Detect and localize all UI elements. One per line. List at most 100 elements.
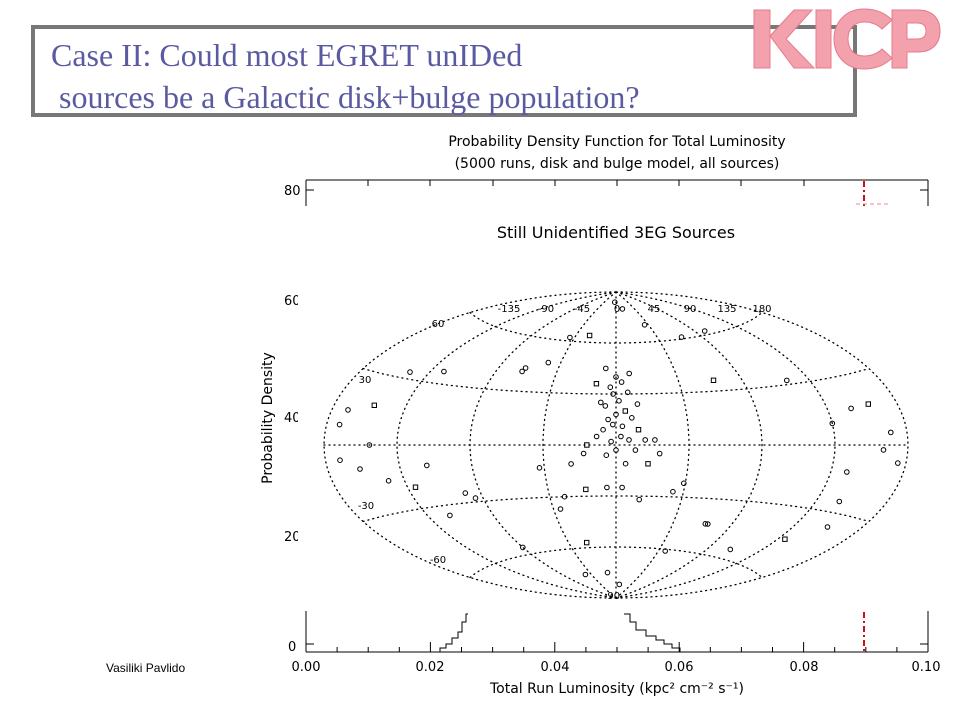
pdf-ytick-60: 60 (284, 294, 301, 309)
pdf-xtick-5: 0.10 (912, 660, 941, 675)
source-marker (888, 429, 894, 436)
pdf-xtick-4: 0.08 (790, 660, 819, 675)
slide-title-line-2: sources be a Galactic disk+bulge populat… (51, 79, 640, 115)
skymap-lon-label: -135 (498, 304, 521, 315)
pdf-xtick-1: 0.02 (416, 660, 445, 675)
skymap-title: Still Unidentified 3EG Sources (497, 223, 735, 242)
source-marker (472, 495, 479, 501)
skymap-meridian (396, 291, 617, 599)
source-marker (618, 433, 624, 440)
pdf-xlabel: Total Run Luminosity (kpc² cm⁻² s⁻¹) (489, 681, 744, 697)
source-marker (568, 461, 574, 467)
source-marker (613, 447, 619, 453)
source-marker (357, 466, 363, 472)
source-marker (522, 365, 529, 371)
source-marker (582, 571, 589, 578)
source-marker (593, 433, 600, 440)
source-marker (545, 359, 552, 366)
pdf-ytick-40: 40 (284, 411, 301, 426)
source-marker (613, 374, 619, 380)
footer-author: Vasiliki Pavlido (106, 661, 186, 675)
source-marker (605, 416, 611, 423)
skymap-meridian (615, 291, 690, 599)
source-marker (641, 322, 648, 328)
source-marker (645, 461, 651, 467)
source-marker (598, 399, 604, 406)
source-marker (636, 496, 643, 503)
skymap-lon-label: 135 (717, 304, 736, 315)
source-marker (608, 438, 614, 445)
pdf-title-line-2: (5000 runs, disk and bulge model, all so… (455, 156, 780, 172)
source-marker (337, 457, 343, 464)
pdf-ylabel: Probability Density (260, 352, 276, 484)
source-marker (634, 401, 641, 407)
source-marker (586, 332, 593, 339)
skymap-meridian (615, 291, 836, 599)
skymap-lon-label: -90 (538, 304, 554, 315)
source-marker (678, 334, 685, 340)
source-marker (371, 402, 378, 409)
source-marker (652, 437, 658, 443)
source-marker (656, 450, 663, 457)
source-marker (604, 569, 611, 576)
pdf-plot-top-frame (305, 179, 929, 206)
source-marker (613, 411, 619, 418)
source-marker (626, 370, 633, 377)
skymap-parallel (469, 546, 763, 579)
skymap-lon-label: 0 (614, 304, 620, 315)
source-marker (407, 369, 413, 375)
source-marker (462, 490, 469, 496)
pdf-title-line-1: Probability Density Function for Total L… (448, 134, 785, 150)
source-marker (629, 415, 635, 421)
source-marker (829, 420, 836, 427)
source-marker (584, 442, 590, 448)
source-marker (345, 407, 351, 413)
source-marker (702, 521, 709, 527)
source-marker (603, 365, 609, 372)
skymap-meridian (542, 291, 617, 599)
source-marker (385, 478, 392, 484)
source-marker (580, 450, 587, 457)
skymap-grid (323, 291, 909, 599)
pdf-histogram (306, 613, 928, 653)
source-marker (619, 423, 626, 430)
skymap-lon-label: 90 (684, 304, 697, 315)
source-marker (520, 544, 526, 551)
source-marker (519, 368, 525, 375)
source-marker (710, 377, 717, 384)
source-marker (561, 493, 568, 500)
pdf-xtick-2: 0.04 (541, 660, 570, 675)
source-marker (670, 488, 676, 495)
skymap-parallel (362, 495, 870, 523)
pdf-ytick-0: 0 (288, 640, 296, 655)
pdf-xtick-0: 0.00 (292, 660, 321, 675)
source-marker (632, 447, 639, 453)
source-marker (880, 447, 887, 453)
source-marker (619, 306, 626, 312)
kicp-logo (753, 8, 941, 70)
source-marker (824, 524, 831, 530)
pdf-xtick-3: 0.06 (665, 660, 694, 675)
source-marker (618, 379, 625, 385)
source-marker (424, 462, 430, 469)
pdf-ytick-80: 80 (284, 184, 301, 199)
source-marker (626, 437, 632, 443)
source-marker (635, 427, 642, 433)
source-marker (624, 389, 631, 396)
skymap-parallel (362, 367, 870, 395)
source-marker (600, 426, 606, 433)
source-marker (895, 460, 901, 466)
source-marker (610, 421, 616, 428)
skymap-lat-label: 60 (432, 319, 445, 330)
skymap-lon-label: -45 (574, 304, 590, 315)
source-marker (681, 480, 687, 487)
skymap-lon-label: 180 (752, 304, 771, 315)
source-marker (727, 546, 734, 553)
source-marker (701, 328, 708, 334)
skymap-parallel (469, 311, 763, 344)
source-marker (366, 442, 373, 448)
source-marker (603, 452, 610, 459)
source-marker (441, 368, 447, 375)
source-marker (567, 334, 573, 341)
